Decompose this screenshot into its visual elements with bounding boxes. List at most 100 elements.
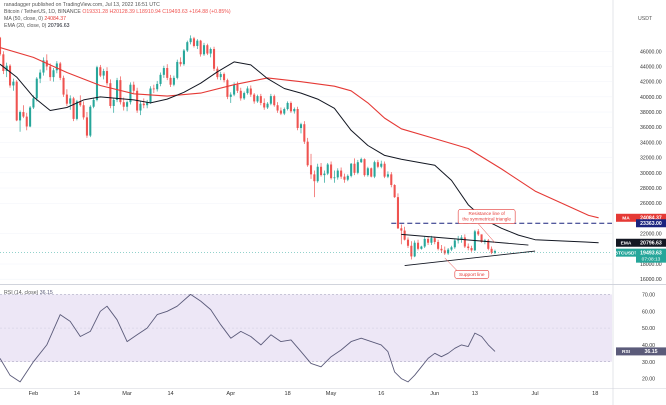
candle-body[interactable] <box>49 66 52 78</box>
candle-body[interactable] <box>400 228 403 231</box>
candle-body[interactable] <box>202 45 206 55</box>
candle-body[interactable] <box>256 96 259 102</box>
candle-body[interactable] <box>239 90 242 99</box>
candle-body[interactable] <box>75 101 78 119</box>
candle-body[interactable] <box>420 246 423 249</box>
candle-body[interactable] <box>89 106 92 136</box>
candle-body[interactable] <box>146 102 149 106</box>
candle-body[interactable] <box>330 164 333 179</box>
candle-body[interactable] <box>132 84 135 91</box>
candle-body[interactable] <box>112 99 115 106</box>
candle-body[interactable] <box>276 105 279 111</box>
candle-body[interactable] <box>172 77 175 85</box>
candle-body[interactable] <box>293 109 296 112</box>
candle-body[interactable] <box>142 103 145 106</box>
candle-body[interactable] <box>279 110 282 114</box>
candle-body[interactable] <box>19 112 22 121</box>
candle-body[interactable] <box>450 247 453 250</box>
candle-body[interactable] <box>79 101 82 106</box>
candle-body[interactable] <box>283 109 286 114</box>
candle-body[interactable] <box>22 112 25 117</box>
candle-body[interactable] <box>370 168 373 177</box>
candle-body[interactable] <box>72 98 75 119</box>
candle-body[interactable] <box>403 230 406 240</box>
candle-body[interactable] <box>109 83 112 106</box>
candle-body[interactable] <box>477 231 480 235</box>
candle-body[interactable] <box>253 94 256 102</box>
candle-body[interactable] <box>306 141 309 166</box>
candle-body[interactable] <box>410 245 413 257</box>
candle-body[interactable] <box>289 102 292 112</box>
candle-body[interactable] <box>0 37 2 55</box>
candle-body[interactable] <box>206 45 209 54</box>
candle-body[interactable] <box>487 240 490 249</box>
candle-body[interactable] <box>366 168 369 176</box>
candle-body[interactable] <box>453 240 456 248</box>
candle-body[interactable] <box>69 98 72 104</box>
candle-body[interactable] <box>490 248 493 253</box>
candle-body[interactable] <box>356 162 359 173</box>
candle-body[interactable] <box>346 175 349 180</box>
candle-body[interactable] <box>296 109 299 129</box>
candle-body[interactable] <box>169 77 172 85</box>
candle-body[interactable] <box>316 166 319 182</box>
candle-body[interactable] <box>212 48 216 69</box>
candle-body[interactable] <box>299 124 303 129</box>
candle-body[interactable] <box>437 241 440 249</box>
candle-body[interactable] <box>303 124 306 142</box>
candle-body[interactable] <box>29 107 32 127</box>
candle-body[interactable] <box>219 74 222 78</box>
candle-body[interactable] <box>15 81 18 121</box>
candle-body[interactable] <box>447 249 450 254</box>
candle-body[interactable] <box>105 71 109 84</box>
candle-body[interactable] <box>166 67 169 78</box>
candle-body[interactable] <box>102 71 105 76</box>
candle-body[interactable] <box>39 72 42 79</box>
candle-body[interactable] <box>423 238 426 247</box>
candle-body[interactable] <box>179 61 182 65</box>
candle-body[interactable] <box>156 83 159 90</box>
candle-body[interactable] <box>62 77 65 95</box>
candle-body[interactable] <box>463 237 466 247</box>
candle-body[interactable] <box>326 164 329 174</box>
candle-body[interactable] <box>360 159 363 163</box>
candle-body[interactable] <box>430 238 433 243</box>
candle-body[interactable] <box>246 88 249 94</box>
candle-body[interactable] <box>65 94 68 104</box>
candle-body[interactable] <box>189 38 192 43</box>
candle-body[interactable] <box>259 96 262 103</box>
candle-body[interactable] <box>32 98 35 108</box>
candle-body[interactable] <box>406 239 410 246</box>
candle-body[interactable] <box>82 105 85 118</box>
candle-body[interactable] <box>249 88 252 95</box>
candle-body[interactable] <box>223 74 226 81</box>
candle-body[interactable] <box>95 67 99 100</box>
candle-body[interactable] <box>336 170 339 178</box>
candle-body[interactable] <box>192 38 196 46</box>
candle-body[interactable] <box>182 50 185 65</box>
candle-body[interactable] <box>286 102 289 110</box>
candle-body[interactable] <box>383 163 386 177</box>
candle-body[interactable] <box>209 48 212 54</box>
candle-body[interactable] <box>229 94 232 97</box>
candle-body[interactable] <box>119 80 122 103</box>
candle-body[interactable] <box>243 93 246 99</box>
candle-body[interactable] <box>376 162 379 167</box>
candle-body[interactable] <box>457 239 460 241</box>
candle-body[interactable] <box>460 237 463 240</box>
candle-body[interactable] <box>92 99 95 107</box>
candle-body[interactable] <box>333 177 336 179</box>
candle-body[interactable] <box>440 248 443 251</box>
candle-body[interactable] <box>323 173 326 176</box>
candle-body[interactable] <box>8 65 12 86</box>
candle-body[interactable] <box>480 234 483 242</box>
candle-body[interactable] <box>233 84 236 95</box>
candle-body[interactable] <box>273 96 276 106</box>
candle-body[interactable] <box>152 88 155 90</box>
candle-body[interactable] <box>266 103 269 108</box>
candle-body[interactable] <box>396 197 400 229</box>
candle-body[interactable] <box>380 163 383 167</box>
candle-body[interactable] <box>12 81 15 86</box>
candle-body[interactable] <box>467 246 470 249</box>
candle-body[interactable] <box>99 67 102 76</box>
